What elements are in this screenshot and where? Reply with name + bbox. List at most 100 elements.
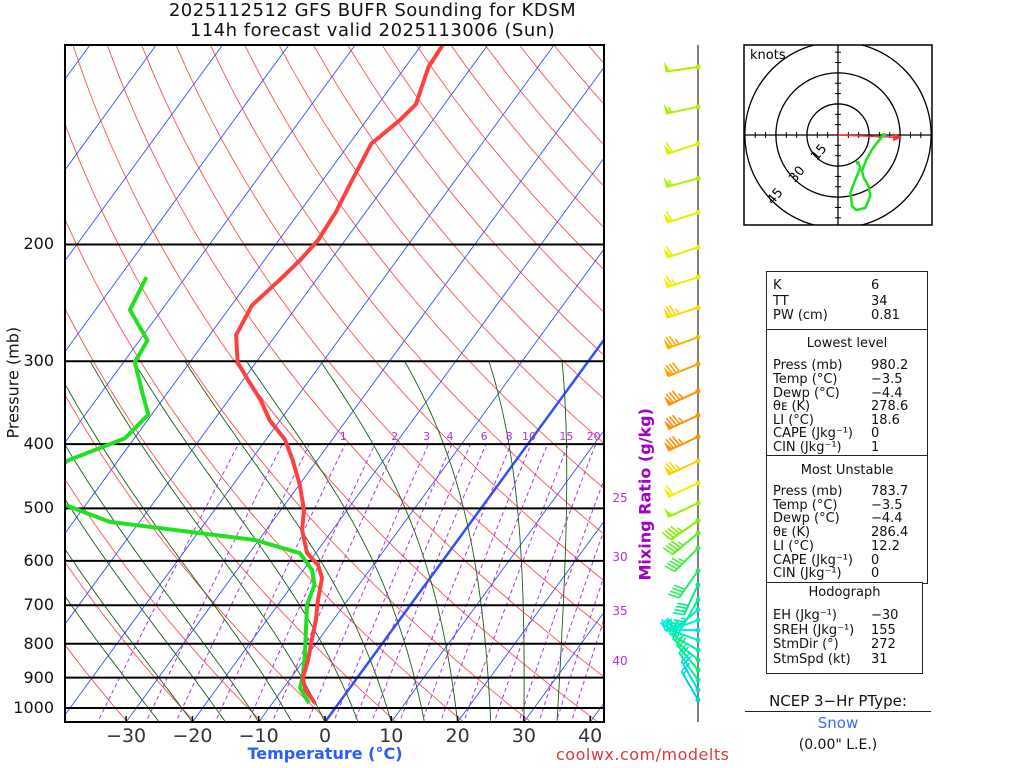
wind-barb-pennant [663, 465, 673, 475]
wind-barb [664, 545, 701, 573]
wind-barb-half [678, 438, 684, 445]
wind-barb-full [665, 439, 675, 449]
indices-panel: K 6 TT 34 PW (cm) 0.81 Lowest level Press (mb… [766, 271, 928, 584]
wind-barb-dot [695, 597, 701, 603]
temperature-tick-label: 30 [511, 725, 536, 747]
wind-barb-full [671, 390, 681, 401]
wind-barb-staff [667, 482, 699, 498]
wind-barb-dot [695, 647, 701, 653]
wind-barb-full [680, 652, 691, 662]
stat-label: TT [773, 294, 789, 309]
most-unstable-title: Most Unstable [800, 463, 894, 478]
wind-barb [676, 634, 701, 673]
wind-barb-staff [680, 670, 699, 701]
mixing-ratio-line [518, 478, 604, 722]
stat-value: 18.6 [871, 413, 900, 428]
wind-barb-full [678, 637, 687, 648]
wind-barb-dot [695, 305, 701, 311]
moist-adiabat-line [65, 443, 260, 722]
stat-value: 278.6 [871, 399, 909, 414]
wind-barb-pennant [663, 61, 671, 72]
stat-label: PW (cm) [773, 308, 828, 323]
wind-barb-dot [695, 568, 701, 574]
isotherm-line [125, 66, 604, 722]
wind-barb [663, 458, 701, 476]
isotherm-line [258, 248, 604, 722]
wind-barb-dot [695, 458, 701, 464]
wind-barb-dot [695, 274, 701, 280]
moist-adiabat-line [65, 595, 160, 722]
wind-barb-full [665, 275, 673, 286]
wind-barb [663, 103, 701, 115]
wind-barb-dot [695, 480, 701, 486]
temperature-tick-label: −30 [106, 725, 147, 747]
lowest-level-title: Lowest level [806, 336, 888, 351]
stat-label: Dewp (°C) [773, 511, 840, 526]
wind-barb-full [671, 627, 679, 639]
wind-barb-half [678, 558, 685, 563]
wind-barb-pennant [663, 487, 673, 498]
wind-barb-half [674, 308, 680, 315]
wind-barb-staff [667, 502, 699, 518]
moist-adiabat-line [65, 548, 193, 722]
isotherm-line [65, 45, 290, 353]
wind-barb-full [672, 612, 685, 616]
mixing-ratio-line [439, 443, 549, 722]
pressure-tick-label: 500 [23, 498, 54, 518]
isotherm-line [65, 45, 224, 262]
mixing-ratio-label: 10 [522, 430, 536, 443]
ptype-value: Snow [817, 714, 859, 732]
wind-barb-dot [695, 64, 701, 70]
stat-label: LI (°C) [773, 413, 814, 428]
wind-barb-staff [676, 643, 699, 671]
wind-barb-dot [695, 607, 701, 613]
wind-barb-dot [695, 412, 701, 418]
temperature-tick-label: −20 [172, 725, 213, 747]
wind-barb-dot [695, 677, 701, 683]
mixing-ratio-label: 4 [446, 430, 453, 443]
stat-value: −4.4 [871, 386, 903, 401]
wind-barb-pennant [663, 420, 673, 430]
y-axis-label: Pressure (mb) [3, 326, 23, 439]
wind-barb-half [674, 338, 680, 345]
hodograph-stats-panel: Hodograph EH (Jkg⁻¹) −30 SREH (Jkg⁻¹) 155 St… [766, 582, 923, 674]
hodograph-trace [849, 134, 885, 212]
mixing-ratio-label: 2 [391, 430, 398, 443]
isotherm-line [390, 429, 604, 722]
mixing-ratio-line [371, 443, 487, 722]
wind-barb [663, 61, 701, 73]
hodograph-start-dot [855, 160, 860, 165]
mixing-ratio-line [145, 443, 283, 722]
stat-value: 12.2 [871, 539, 900, 554]
ptype-liquid-equivalent: (0.00" L.E.) [798, 737, 878, 753]
wind-barb-dot [695, 518, 701, 524]
wind-barb-dot [695, 210, 701, 216]
wind-barb [668, 568, 701, 599]
wind-barb [663, 175, 701, 188]
wind-barb-dot [695, 244, 701, 250]
wind-barb-staff [680, 660, 699, 691]
wind-barb-dot [695, 175, 701, 181]
wind-barb [663, 361, 701, 378]
wind-barb-full [665, 336, 674, 347]
pressure-level-lines [65, 243, 604, 709]
moist-adiabat-line [556, 361, 568, 722]
isotherm-line [65, 45, 157, 171]
stat-label: LI (°C) [773, 539, 814, 554]
wind-barb-full [665, 245, 673, 257]
wind-barb-pennant [663, 213, 672, 223]
stat-label: StmDir (°) [773, 637, 839, 652]
wind-barb-full [674, 608, 686, 613]
stat-value: 1 [871, 440, 880, 455]
dry-adiabat-line [209, 45, 604, 535]
stat-label: StmSpd (kt) [773, 652, 851, 667]
wind-barb-dot [695, 104, 701, 110]
wind-barb-half [678, 417, 684, 423]
storm-motion-arrowhead [893, 133, 903, 142]
title-line-1: 2025112512 GFS BUFR Sounding for KDSM [168, 0, 577, 21]
wind-barb-pennant [663, 248, 672, 258]
credit-link[interactable]: coolwx.com/modelts [556, 745, 730, 764]
wind-barb [663, 500, 701, 518]
